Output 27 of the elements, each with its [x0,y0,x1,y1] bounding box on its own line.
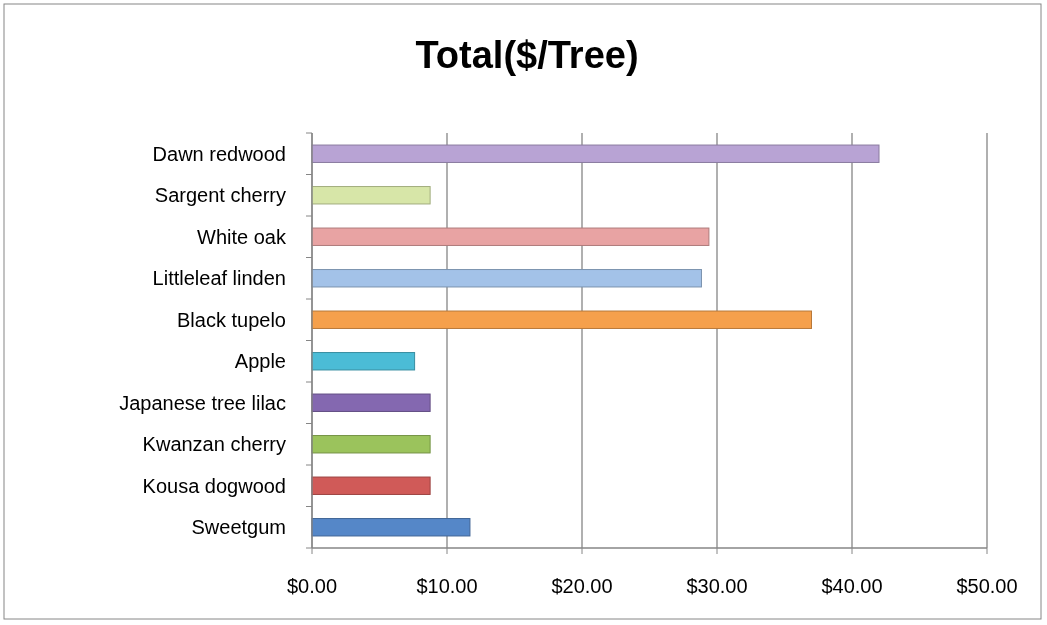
chart-title: Total($/Tree) [415,34,639,76]
bar [311,310,812,329]
bar [311,518,471,537]
x-tick-label: $20.00 [551,575,613,597]
y-tick-label: Kousa dogwood [142,474,286,497]
y-tick-label: Sweetgum [191,516,286,539]
bar [311,393,431,412]
bar [311,476,431,495]
y-tick-label: Kwanzan cherry [142,433,286,456]
x-tick-label: $50.00 [956,575,1018,597]
y-tick-label: Sargent cherry [154,184,286,207]
bar [311,227,710,246]
y-tick-label: Japanese tree lilac [119,391,286,414]
bar [311,269,702,288]
y-tick-label: Apple [234,350,286,373]
y-tick-label: Littleleaf linden [152,267,286,290]
bar [311,435,431,454]
y-tick-label: Dawn redwood [152,142,286,165]
y-tick-label: Black tupelo [177,308,286,331]
x-tick-label: $10.00 [416,575,478,597]
bar [311,352,416,371]
y-tick-label: White oak [197,225,287,248]
bar [311,144,880,163]
x-tick-label: $0.00 [286,575,338,597]
x-tick-label: $40.00 [821,575,883,597]
x-tick-label: $30.00 [686,575,748,597]
bar [311,186,431,205]
